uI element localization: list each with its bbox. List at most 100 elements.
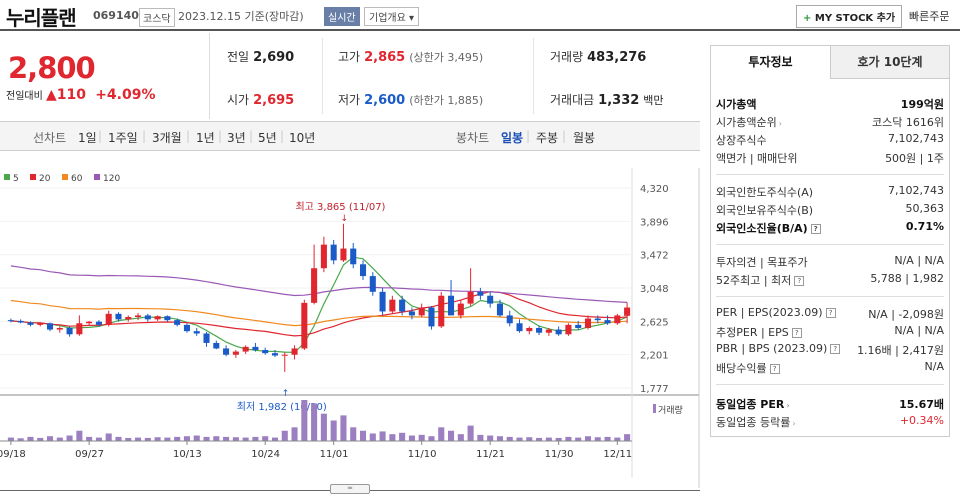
candle-daily[interactable]: 일봉 (501, 131, 524, 145)
candle-body (467, 291, 474, 304)
period-1w[interactable]: 1주일 (108, 131, 138, 145)
volume-bar (125, 437, 132, 441)
candle-body (379, 291, 386, 312)
volume-bar (262, 436, 269, 441)
volume-label: 거래량 (658, 404, 683, 416)
info-row: 동일업종 PER › 15.67배 (716, 394, 944, 412)
info-row: 투자의견 | 목표주가 N/A | N/A (716, 252, 944, 270)
candle-weekly[interactable]: 주봉 (536, 131, 559, 145)
candle-body (320, 244, 327, 269)
period-1d[interactable]: 1일 (78, 131, 97, 145)
quick-order-link[interactable]: 빠른주문 (909, 10, 950, 23)
divider: | (249, 129, 254, 143)
candle-body (164, 316, 171, 321)
legend-swatch (30, 174, 36, 180)
add-mystock-button[interactable]: + MY STOCK 추가 (796, 5, 903, 28)
info-row: 배당수익률? N/A (716, 358, 944, 376)
candle-body (506, 315, 513, 324)
divider (716, 174, 944, 175)
volume-bar (428, 436, 435, 441)
tab-orderbook[interactable]: 호가 10단계 (830, 46, 949, 79)
candle-body (340, 248, 347, 261)
candle-body (594, 318, 601, 321)
period-3y[interactable]: 3년 (227, 131, 246, 145)
info-row: 외국인소진율(B/A)? 0.71% (716, 218, 944, 236)
divider (533, 38, 534, 114)
period-1y[interactable]: 1년 (196, 131, 215, 145)
chart-scroll-handle[interactable]: ═ (330, 484, 370, 494)
info-row-label: 외국인한도주식수(A) (716, 186, 814, 199)
candle-body (144, 315, 151, 320)
period-10y[interactable]: 10년 (289, 131, 316, 145)
volume-bar (281, 430, 288, 441)
x-tick-label: 11/30 (545, 449, 574, 460)
volume-bar (174, 436, 181, 441)
info-row-label: 52주최고 | 최저? (716, 272, 805, 288)
info-row-value: 7,102,743 (888, 184, 944, 197)
volume-bar (27, 436, 34, 441)
candle-monthly[interactable]: 월봉 (573, 131, 596, 145)
volume-bar (311, 403, 318, 441)
period-3m[interactable]: 3개월 (152, 131, 182, 145)
info-row: PER | EPS(2023.09)? N/A | -2,098원 (716, 304, 944, 322)
chevron-right-icon[interactable]: › (778, 119, 782, 128)
divider: | (218, 129, 223, 143)
info-row-label: 액면가 | 매매단위 (716, 152, 798, 165)
x-tick-label: 09/18 (0, 449, 26, 460)
volume-bar (37, 437, 44, 441)
info-row-value: N/A | N/A (894, 324, 944, 337)
stat-low-label: 저가 (338, 93, 361, 107)
info-row-value: 코스닥 1616위 (872, 116, 944, 129)
volume-bar (604, 436, 611, 441)
candle-body (624, 307, 631, 316)
info-row: 추정PER | EPS? N/A | N/A (716, 322, 944, 340)
line-chart-label: 선차트 (33, 131, 67, 145)
info-row-value: 500원 | 1주 (885, 152, 944, 165)
volume-bar (242, 437, 249, 441)
stock-name: 누리플랜 (6, 6, 77, 30)
info-row: 상장주식수 7,102,743 (716, 130, 944, 148)
stat-amount-value: 1,332 (598, 93, 640, 108)
add-mystock-label: MY STOCK 추가 (814, 13, 896, 24)
tab-investment-info[interactable]: 투자정보 (711, 46, 830, 79)
chevron-right-icon[interactable]: › (792, 419, 796, 428)
stat-amount: 거래대금 1,332 백만 (550, 91, 664, 108)
help-icon[interactable]: ? (825, 308, 836, 318)
legend-swatch (62, 174, 68, 180)
volume-bar (7, 437, 14, 441)
info-row-value: 1.16배 | 2,417원 (857, 344, 944, 357)
high-note: 최고 3,865 (11/07) (295, 201, 385, 213)
volume-bar (144, 437, 151, 441)
y-tick-label: 2,625 (640, 317, 669, 328)
stat-amount-label: 거래대금 (550, 93, 595, 107)
candle-body (311, 268, 318, 303)
candle-body (105, 313, 112, 325)
help-icon[interactable]: ? (794, 276, 805, 286)
candle-body (193, 331, 200, 334)
chevron-right-icon[interactable]: › (786, 401, 790, 410)
realtime-button[interactable]: 실시간 (324, 7, 360, 26)
volume-bar (232, 437, 239, 441)
divider: | (186, 129, 191, 143)
candle-body (575, 324, 582, 328)
company-info-dropdown[interactable]: 기업개요 ▾ (364, 7, 420, 26)
candle-body (408, 311, 415, 316)
chart-svg[interactable]: 4,320 3,896 3,472 3,048 2,625 2,201 1,777 5 20 60… (0, 168, 700, 488)
info-row-value: 15.67배 (899, 398, 944, 411)
period-5y[interactable]: 5년 (258, 131, 277, 145)
volume-bar (594, 437, 601, 441)
legend-swatch (94, 174, 100, 180)
help-icon[interactable]: ? (769, 364, 780, 374)
info-row: 동일업종 등락률 › +0.34% (716, 412, 944, 430)
price-chart[interactable]: 4,320 3,896 3,472 3,048 2,625 2,201 1,777 5 20 60… (0, 168, 700, 500)
candle-body (232, 351, 239, 355)
volume-bar (46, 436, 54, 441)
help-icon[interactable]: ? (830, 344, 841, 354)
stat-volume: 거래량 483,276 (550, 48, 646, 65)
volume-bar (135, 437, 142, 441)
help-icon[interactable]: ? (810, 224, 821, 234)
volume-bar (477, 434, 484, 441)
help-icon[interactable]: ? (791, 328, 802, 338)
volume-bar (115, 436, 122, 441)
volume-bar (399, 432, 406, 441)
